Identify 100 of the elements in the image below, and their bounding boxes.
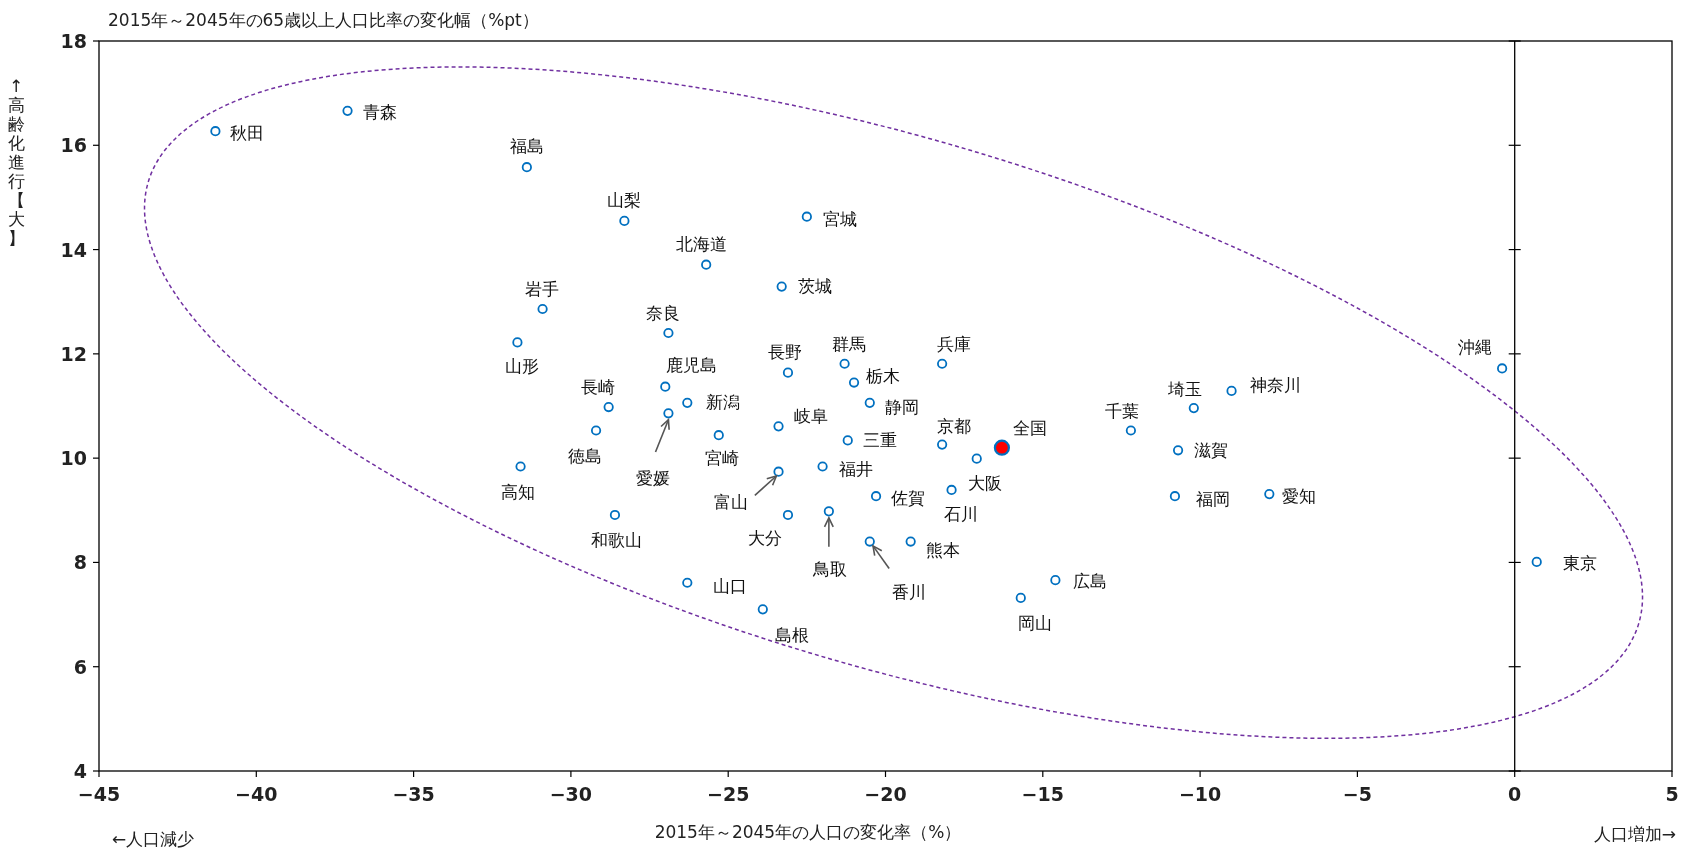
point	[682, 577, 693, 588]
annotation: 茨城	[798, 275, 833, 296]
annotation: 熊本	[925, 540, 960, 561]
point	[342, 105, 353, 116]
x-axis-title: 2015年～2045年の人口の変化率（%）	[654, 822, 962, 842]
y-tick-label: 6	[73, 655, 87, 678]
annotation: 山梨	[607, 190, 642, 211]
point	[937, 439, 948, 450]
y-tick-label: 16	[60, 134, 87, 157]
point	[842, 435, 853, 446]
x-tick-label: −25	[707, 783, 750, 805]
x-tick-label: −5	[1342, 783, 1372, 805]
annotation: 栃木	[866, 366, 901, 387]
annotation: 神奈川	[1250, 375, 1302, 396]
annotation: 愛知	[1282, 486, 1317, 507]
point	[609, 509, 621, 521]
x-tick-label: 5	[1665, 783, 1679, 805]
point	[663, 327, 674, 339]
point	[1188, 402, 1199, 414]
annotation: 京都	[936, 416, 971, 437]
annotation: 和歌山	[590, 529, 642, 550]
point	[937, 358, 948, 369]
annotation: 全国	[1012, 418, 1047, 439]
point	[603, 401, 614, 413]
annotation: 福岡	[1195, 489, 1230, 510]
point	[848, 377, 860, 388]
point	[1531, 556, 1542, 568]
annotation: 三重	[863, 430, 898, 451]
y-tick-label: 14	[60, 238, 87, 261]
annotation: 青森	[362, 101, 397, 122]
annotation: 千葉	[1105, 401, 1140, 422]
point	[801, 211, 812, 222]
point	[757, 604, 768, 615]
y-tick-label: 10	[60, 447, 87, 470]
point	[1169, 491, 1181, 502]
x-tick-label: 0	[1508, 783, 1522, 805]
x-tick-label: −10	[1178, 783, 1222, 805]
text: ↑高齢化進行【大】	[7, 76, 25, 248]
annotation: 宮城	[823, 208, 858, 229]
annotation: 島根	[774, 625, 809, 646]
point	[946, 484, 957, 496]
annotation: 北海道	[676, 234, 728, 255]
x-tick-label: −20	[864, 783, 907, 805]
point	[823, 506, 834, 517]
annotation: 大分	[748, 527, 783, 548]
annotation: 石川	[944, 503, 979, 524]
point	[864, 536, 875, 547]
point	[817, 461, 828, 472]
point	[1125, 425, 1136, 436]
point	[1264, 489, 1275, 500]
point	[1172, 445, 1184, 456]
x-tick-label: −30	[549, 783, 593, 805]
point	[619, 215, 630, 226]
annotation: 鳥取	[811, 559, 847, 580]
annotation: 高知	[501, 482, 536, 503]
point	[864, 397, 875, 408]
point	[210, 126, 221, 137]
annotation: 群馬	[831, 334, 866, 355]
annotation: 静岡	[885, 397, 920, 418]
annotation: 福島	[509, 135, 544, 156]
annotation: 山形	[504, 356, 539, 377]
point	[773, 421, 784, 432]
point	[782, 509, 794, 521]
point	[701, 259, 712, 270]
annotation: 埼玉	[1167, 378, 1203, 399]
annotation: 富山	[714, 491, 749, 512]
annotation: 兵庫	[936, 334, 971, 355]
text: ←人口減少	[112, 829, 195, 849]
annotation: 宮崎	[704, 447, 739, 468]
annotation: 奈良	[646, 302, 681, 323]
y-tick-label: 4	[73, 760, 87, 782]
annotation: 長野	[767, 342, 802, 363]
point	[682, 397, 693, 408]
annotation: 東京	[1562, 552, 1597, 573]
annotation: 香川	[891, 582, 926, 603]
annotation: 山口	[713, 575, 748, 596]
annotation: 岐阜	[793, 405, 828, 426]
annotation: 新潟	[705, 391, 740, 412]
point	[1497, 363, 1508, 374]
annotation: 広島	[1072, 571, 1107, 592]
point	[905, 536, 916, 547]
annotation: 秋田	[229, 123, 264, 144]
annotation: 大阪	[968, 473, 1003, 494]
point	[870, 491, 882, 502]
y-tick-label: 12	[60, 342, 87, 365]
point	[971, 453, 982, 464]
annotation: 福井	[838, 458, 873, 479]
point	[660, 381, 671, 392]
annotation: 徳島	[568, 446, 603, 467]
point	[515, 461, 526, 472]
annotation: 佐賀	[891, 488, 926, 509]
annotation: 長崎	[580, 376, 615, 397]
point	[521, 162, 532, 173]
point	[776, 281, 787, 292]
y-tick-label: 8	[73, 551, 87, 574]
point	[663, 408, 674, 419]
point	[512, 337, 523, 348]
annotation: 岩手	[524, 278, 559, 299]
point	[590, 425, 602, 436]
y-axis-title: 2015年～2045年の65歳以上人口比率の変化幅（%pt）	[108, 10, 539, 30]
